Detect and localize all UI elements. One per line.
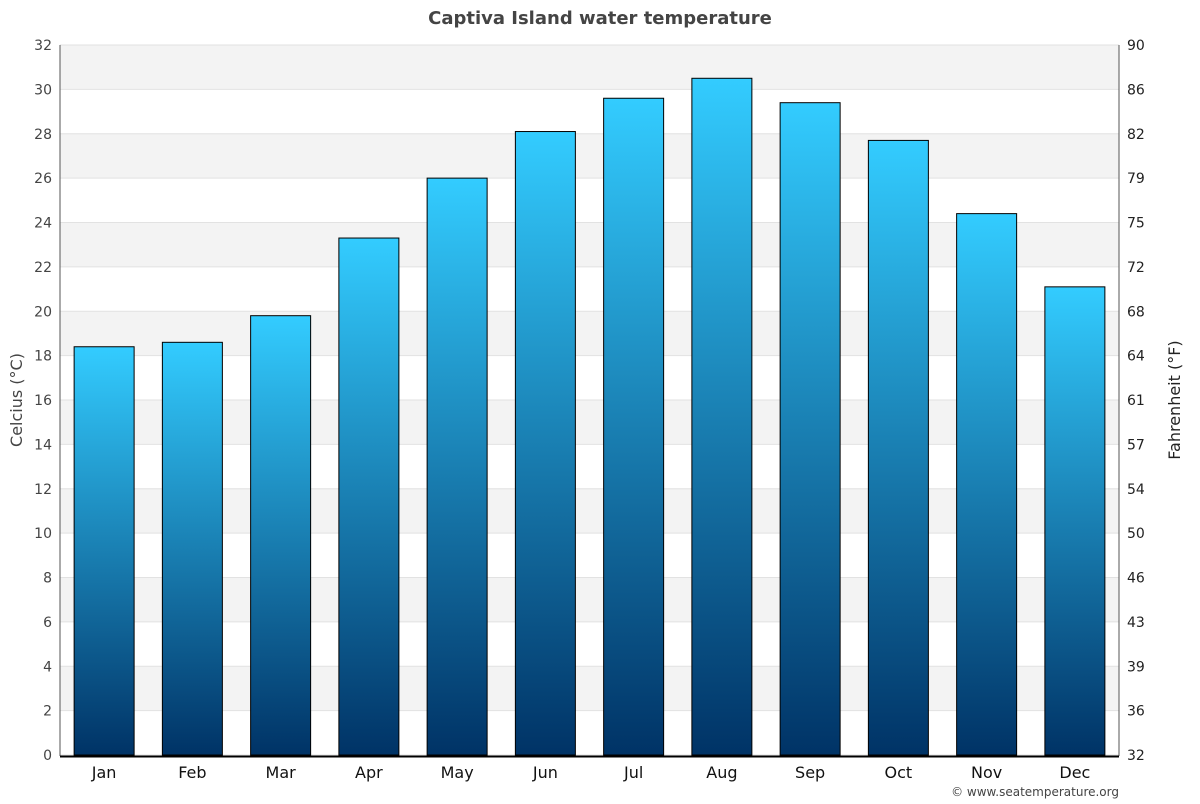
y-tick-label-right: 61 <box>1127 393 1145 409</box>
y-tick-label-left: 10 <box>34 526 52 542</box>
y-tick-label-right: 32 <box>1127 748 1145 764</box>
x-tick-label: Apr <box>355 763 383 782</box>
y-tick-label-right: 72 <box>1127 260 1145 276</box>
credit-text: © www.seatemperature.org <box>951 785 1119 799</box>
bar-mar <box>250 315 312 756</box>
x-tick-label: Jun <box>532 763 558 782</box>
bar-apr <box>338 237 400 756</box>
bar-jan <box>73 346 135 756</box>
x-tick-label: Aug <box>706 763 737 782</box>
y-tick-label-left: 28 <box>34 127 52 143</box>
bar-jun <box>514 131 576 756</box>
y-tick-label-right: 68 <box>1127 304 1145 320</box>
y-tick-label-left: 14 <box>34 437 52 453</box>
y-tick-label-left: 12 <box>34 482 52 498</box>
bar-jul <box>603 97 665 756</box>
grid-band <box>60 222 1119 267</box>
y-tick-label-left: 32 <box>34 38 52 54</box>
x-tick-label: Mar <box>266 763 297 782</box>
bar-may <box>426 177 488 756</box>
x-tick-label: Oct <box>885 763 913 782</box>
x-tick-label: May <box>441 763 474 782</box>
grid-band <box>60 488 1119 534</box>
y-tick-label-left: 30 <box>34 82 52 98</box>
y-axis-label-left: Celcius (°C) <box>7 353 26 447</box>
y-tick-label-right: 43 <box>1127 615 1145 631</box>
bar-nov <box>956 213 1018 756</box>
grid-band <box>60 400 1119 445</box>
bar-dec <box>1044 286 1106 756</box>
x-tick-label: Jul <box>623 763 643 782</box>
grid-band <box>60 45 1119 90</box>
x-tick-label: Dec <box>1059 763 1090 782</box>
y-tick-label-left: 6 <box>43 615 52 631</box>
y-tick-label-left: 20 <box>34 304 52 320</box>
chart-title: Captiva Island water temperature <box>428 8 772 29</box>
y-tick-label-right: 57 <box>1127 437 1145 453</box>
y-axis-label-right: Fahrenheit (°F) <box>1165 340 1184 459</box>
y-tick-label-left: 24 <box>34 216 52 232</box>
y-tick-label-left: 2 <box>43 704 52 720</box>
bar-aug <box>691 77 753 756</box>
bar-oct <box>867 139 929 756</box>
x-tick-label: Sep <box>795 763 825 782</box>
grid-band <box>60 133 1119 179</box>
y-tick-label-right: 86 <box>1127 82 1145 98</box>
grid-band <box>60 311 1119 356</box>
y-tick-label-right: 64 <box>1127 349 1145 365</box>
x-tick-label: Jan <box>91 763 117 782</box>
y-tick-label-right: 50 <box>1127 526 1145 542</box>
bar-sep <box>779 102 841 756</box>
y-tick-label-right: 46 <box>1127 571 1145 587</box>
grid-band <box>60 577 1119 622</box>
grid-band <box>60 666 1119 711</box>
y-tick-label-right: 39 <box>1127 659 1145 675</box>
y-tick-label-right: 54 <box>1127 482 1145 498</box>
x-tick-label: Nov <box>971 763 1002 782</box>
y-tick-label-left: 18 <box>34 349 52 365</box>
x-tick-label: Feb <box>178 763 206 782</box>
y-tick-label-left: 26 <box>34 171 52 187</box>
y-tick-label-left: 8 <box>43 571 52 587</box>
y-tick-label-right: 36 <box>1127 704 1145 720</box>
y-tick-label-right: 75 <box>1127 216 1145 232</box>
y-tick-label-left: 0 <box>43 748 52 764</box>
y-tick-label-right: 79 <box>1127 171 1145 187</box>
y-tick-label-right: 90 <box>1127 38 1145 54</box>
y-tick-label-right: 82 <box>1127 127 1145 143</box>
y-tick-label-left: 16 <box>34 393 52 409</box>
y-tick-label-left: 22 <box>34 260 52 276</box>
bar-feb <box>161 341 223 756</box>
y-tick-label-left: 4 <box>43 659 52 675</box>
